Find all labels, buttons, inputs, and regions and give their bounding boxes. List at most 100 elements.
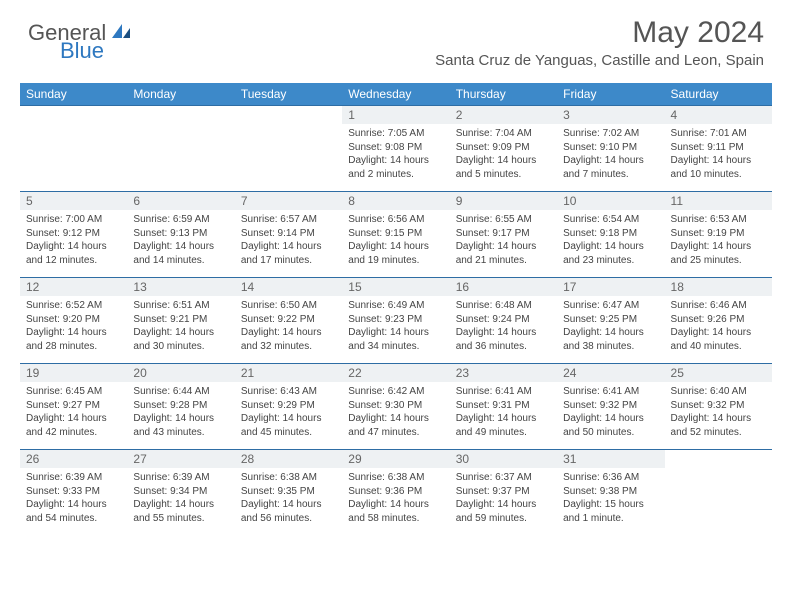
day-details: Sunrise: 6:47 AMSunset: 9:25 PMDaylight:…	[557, 296, 664, 357]
sunrise-text: Sunrise: 6:45 AM	[26, 385, 121, 399]
sunrise-text: Sunrise: 6:44 AM	[133, 385, 228, 399]
sunset-text: Sunset: 9:36 PM	[348, 485, 443, 499]
sunset-text: Sunset: 9:20 PM	[26, 313, 121, 327]
day-number: 14	[235, 278, 342, 296]
calendar-cell: 8Sunrise: 6:56 AMSunset: 9:15 PMDaylight…	[342, 192, 449, 278]
calendar-body: ...1Sunrise: 7:05 AMSunset: 9:08 PMDayli…	[20, 106, 772, 536]
sunrise-text: Sunrise: 6:59 AM	[133, 213, 228, 227]
sunset-text: Sunset: 9:15 PM	[348, 227, 443, 241]
sunset-text: Sunset: 9:29 PM	[241, 399, 336, 413]
page-header: General Blue May 2024 Santa Cruz de Yang…	[0, 0, 792, 75]
calendar-cell: 30Sunrise: 6:37 AMSunset: 9:37 PMDayligh…	[450, 450, 557, 536]
sunrise-text: Sunrise: 6:48 AM	[456, 299, 551, 313]
daylight-text: Daylight: 14 hours and 5 minutes.	[456, 154, 551, 181]
day-details: Sunrise: 6:51 AMSunset: 9:21 PMDaylight:…	[127, 296, 234, 357]
day-details: Sunrise: 6:46 AMSunset: 9:26 PMDaylight:…	[665, 296, 772, 357]
calendar-cell: 5Sunrise: 7:00 AMSunset: 9:12 PMDaylight…	[20, 192, 127, 278]
day-number: 3	[557, 106, 664, 124]
day-details: Sunrise: 6:40 AMSunset: 9:32 PMDaylight:…	[665, 382, 772, 443]
daylight-text: Daylight: 14 hours and 58 minutes.	[348, 498, 443, 525]
sunset-text: Sunset: 9:14 PM	[241, 227, 336, 241]
calendar-cell: 23Sunrise: 6:41 AMSunset: 9:31 PMDayligh…	[450, 364, 557, 450]
calendar-cell: 21Sunrise: 6:43 AMSunset: 9:29 PMDayligh…	[235, 364, 342, 450]
title-block: May 2024 Santa Cruz de Yanguas, Castille…	[435, 16, 764, 69]
day-number: 26	[20, 450, 127, 468]
sunrise-text: Sunrise: 6:51 AM	[133, 299, 228, 313]
day-details: Sunrise: 7:01 AMSunset: 9:11 PMDaylight:…	[665, 124, 772, 185]
dayhead-sat: Saturday	[665, 83, 772, 106]
daylight-text: Daylight: 14 hours and 14 minutes.	[133, 240, 228, 267]
calendar-table: Sunday Monday Tuesday Wednesday Thursday…	[20, 83, 772, 536]
day-details: Sunrise: 6:39 AMSunset: 9:33 PMDaylight:…	[20, 468, 127, 529]
daylight-text: Daylight: 14 hours and 40 minutes.	[671, 326, 766, 353]
day-number: 5	[20, 192, 127, 210]
sunset-text: Sunset: 9:28 PM	[133, 399, 228, 413]
daylight-text: Daylight: 14 hours and 55 minutes.	[133, 498, 228, 525]
calendar-week-row: 12Sunrise: 6:52 AMSunset: 9:20 PMDayligh…	[20, 278, 772, 364]
calendar-cell: .	[235, 106, 342, 192]
sunrise-text: Sunrise: 6:41 AM	[456, 385, 551, 399]
calendar-cell: 20Sunrise: 6:44 AMSunset: 9:28 PMDayligh…	[127, 364, 234, 450]
day-details: Sunrise: 6:37 AMSunset: 9:37 PMDaylight:…	[450, 468, 557, 529]
day-details: Sunrise: 6:55 AMSunset: 9:17 PMDaylight:…	[450, 210, 557, 271]
day-number: 25	[665, 364, 772, 382]
daylight-text: Daylight: 14 hours and 45 minutes.	[241, 412, 336, 439]
location-text: Santa Cruz de Yanguas, Castille and Leon…	[435, 52, 764, 69]
sunset-text: Sunset: 9:38 PM	[563, 485, 658, 499]
calendar-cell: 9Sunrise: 6:55 AMSunset: 9:17 PMDaylight…	[450, 192, 557, 278]
calendar-cell: 1Sunrise: 7:05 AMSunset: 9:08 PMDaylight…	[342, 106, 449, 192]
daylight-text: Daylight: 14 hours and 7 minutes.	[563, 154, 658, 181]
day-details: Sunrise: 6:44 AMSunset: 9:28 PMDaylight:…	[127, 382, 234, 443]
day-number: 11	[665, 192, 772, 210]
sunrise-text: Sunrise: 7:04 AM	[456, 127, 551, 141]
sunset-text: Sunset: 9:24 PM	[456, 313, 551, 327]
sunrise-text: Sunrise: 6:50 AM	[241, 299, 336, 313]
sunrise-text: Sunrise: 6:47 AM	[563, 299, 658, 313]
day-details: Sunrise: 6:36 AMSunset: 9:38 PMDaylight:…	[557, 468, 664, 529]
daylight-text: Daylight: 14 hours and 12 minutes.	[26, 240, 121, 267]
daylight-text: Daylight: 14 hours and 59 minutes.	[456, 498, 551, 525]
day-details: Sunrise: 6:39 AMSunset: 9:34 PMDaylight:…	[127, 468, 234, 529]
sunrise-text: Sunrise: 6:37 AM	[456, 471, 551, 485]
day-details: Sunrise: 7:00 AMSunset: 9:12 PMDaylight:…	[20, 210, 127, 271]
calendar-week-row: 5Sunrise: 7:00 AMSunset: 9:12 PMDaylight…	[20, 192, 772, 278]
sunset-text: Sunset: 9:37 PM	[456, 485, 551, 499]
calendar-cell: 2Sunrise: 7:04 AMSunset: 9:09 PMDaylight…	[450, 106, 557, 192]
sunset-text: Sunset: 9:25 PM	[563, 313, 658, 327]
calendar-cell: 3Sunrise: 7:02 AMSunset: 9:10 PMDaylight…	[557, 106, 664, 192]
dayhead-sun: Sunday	[20, 83, 127, 106]
day-number: 23	[450, 364, 557, 382]
day-number: 4	[665, 106, 772, 124]
sunset-text: Sunset: 9:31 PM	[456, 399, 551, 413]
dayhead-fri: Friday	[557, 83, 664, 106]
sunset-text: Sunset: 9:32 PM	[563, 399, 658, 413]
day-details: Sunrise: 7:02 AMSunset: 9:10 PMDaylight:…	[557, 124, 664, 185]
day-details: Sunrise: 6:50 AMSunset: 9:22 PMDaylight:…	[235, 296, 342, 357]
day-number: 8	[342, 192, 449, 210]
calendar-cell: 22Sunrise: 6:42 AMSunset: 9:30 PMDayligh…	[342, 364, 449, 450]
calendar-week-row: ...1Sunrise: 7:05 AMSunset: 9:08 PMDayli…	[20, 106, 772, 192]
sunrise-text: Sunrise: 6:49 AM	[348, 299, 443, 313]
day-details: Sunrise: 6:42 AMSunset: 9:30 PMDaylight:…	[342, 382, 449, 443]
sunrise-text: Sunrise: 6:40 AM	[671, 385, 766, 399]
day-details: Sunrise: 7:05 AMSunset: 9:08 PMDaylight:…	[342, 124, 449, 185]
day-details: Sunrise: 6:59 AMSunset: 9:13 PMDaylight:…	[127, 210, 234, 271]
daylight-text: Daylight: 14 hours and 50 minutes.	[563, 412, 658, 439]
day-number: 27	[127, 450, 234, 468]
day-details: Sunrise: 6:52 AMSunset: 9:20 PMDaylight:…	[20, 296, 127, 357]
day-number: 1	[342, 106, 449, 124]
day-number: 18	[665, 278, 772, 296]
daylight-text: Daylight: 14 hours and 56 minutes.	[241, 498, 336, 525]
sunset-text: Sunset: 9:23 PM	[348, 313, 443, 327]
sunset-text: Sunset: 9:32 PM	[671, 399, 766, 413]
day-details: Sunrise: 6:57 AMSunset: 9:14 PMDaylight:…	[235, 210, 342, 271]
day-number: 17	[557, 278, 664, 296]
day-number: 20	[127, 364, 234, 382]
sunrise-text: Sunrise: 6:39 AM	[26, 471, 121, 485]
sunrise-text: Sunrise: 6:43 AM	[241, 385, 336, 399]
day-number: 29	[342, 450, 449, 468]
day-details: Sunrise: 6:43 AMSunset: 9:29 PMDaylight:…	[235, 382, 342, 443]
calendar-cell: 26Sunrise: 6:39 AMSunset: 9:33 PMDayligh…	[20, 450, 127, 536]
day-number: 19	[20, 364, 127, 382]
calendar-cell: 10Sunrise: 6:54 AMSunset: 9:18 PMDayligh…	[557, 192, 664, 278]
